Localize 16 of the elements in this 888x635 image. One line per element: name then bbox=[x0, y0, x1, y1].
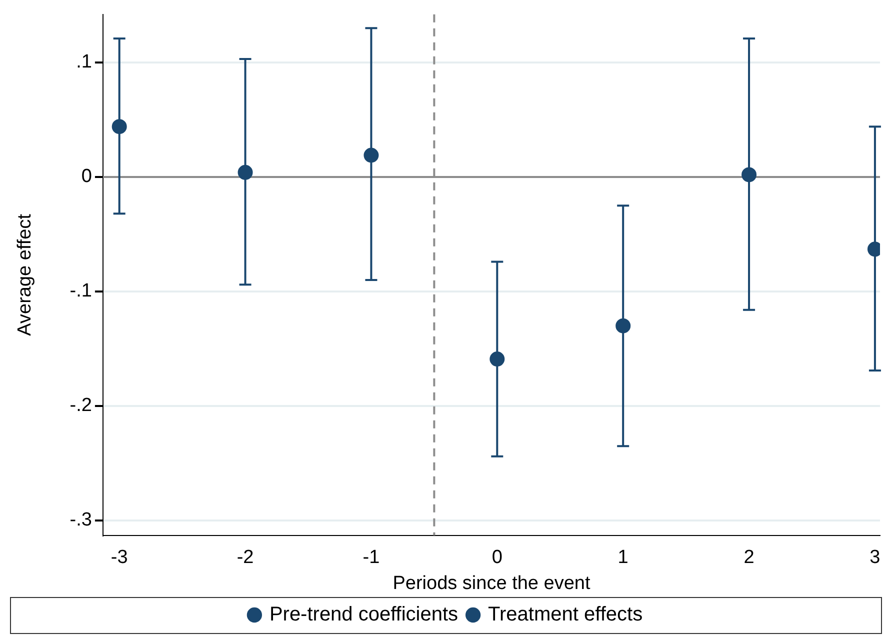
x-tick-label: -1 bbox=[362, 547, 380, 568]
x-tick-label: -3 bbox=[110, 547, 128, 568]
y-tick-label: .1 bbox=[76, 52, 92, 73]
x-tick-label: 2 bbox=[744, 547, 754, 568]
x-tick-label: 1 bbox=[618, 547, 628, 568]
x-axis-title: Periods since the event bbox=[392, 572, 591, 594]
legend-label: Treatment effects bbox=[488, 604, 643, 626]
y-tick-label: 0 bbox=[81, 166, 92, 188]
y-tick-label: -.1 bbox=[70, 280, 92, 302]
y-tick-label: -.2 bbox=[70, 395, 92, 416]
x-tick-label: -2 bbox=[236, 547, 254, 568]
y-tick-label: -.3 bbox=[70, 510, 92, 531]
x-tick-label: 3 bbox=[870, 547, 880, 568]
y-axis-title: Average effect bbox=[14, 213, 36, 336]
legend-label: Pre-trend coefficients bbox=[269, 604, 458, 626]
x-tick-label: 0 bbox=[492, 547, 502, 568]
